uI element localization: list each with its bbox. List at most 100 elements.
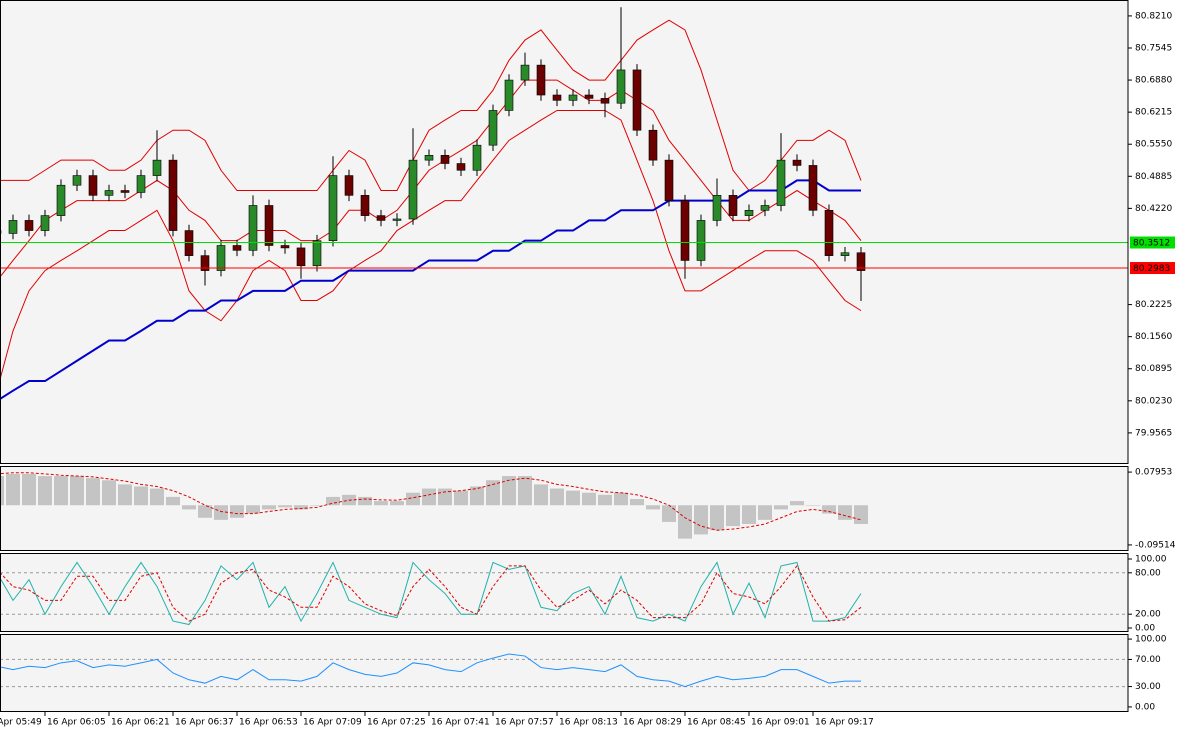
histogram-bar xyxy=(38,476,52,506)
x-tick-label: 16 Apr 06:37 xyxy=(175,718,234,728)
x-tick-label: 16 Apr 06:05 xyxy=(47,718,106,728)
candle-body xyxy=(56,184,66,216)
candle-body xyxy=(472,144,482,171)
candle-body xyxy=(568,94,578,101)
histogram-bar xyxy=(758,505,772,520)
panel-background xyxy=(0,0,1128,464)
candle-body xyxy=(328,175,338,241)
price-level-label: 80.2983 xyxy=(1133,264,1170,274)
histogram-bar xyxy=(134,486,148,506)
y-tick-label: 80.4885 xyxy=(1135,172,1172,182)
histogram-bar xyxy=(774,505,788,510)
candle-body xyxy=(152,159,162,176)
candle-body xyxy=(120,190,130,193)
histogram-bar xyxy=(710,505,724,531)
histogram-bar xyxy=(166,496,180,506)
histogram-bar xyxy=(310,505,324,506)
histogram-bar xyxy=(646,505,660,510)
candle-body xyxy=(40,215,50,231)
y-tick-label: 80.00 xyxy=(1135,568,1161,578)
y-tick-label: 80.0895 xyxy=(1135,364,1172,374)
histogram-bar xyxy=(598,494,612,506)
bollinger-band xyxy=(0,19,862,192)
histogram-bar xyxy=(0,476,4,506)
candle-body xyxy=(296,247,306,267)
y-tick-label: 80.4220 xyxy=(1135,204,1172,214)
histogram-bar xyxy=(518,476,532,506)
x-tick-label: 16 Apr 06:53 xyxy=(239,718,298,728)
histogram-bar xyxy=(854,505,868,525)
histogram-bar xyxy=(566,490,580,506)
y-tick-label: 79.9565 xyxy=(1135,428,1172,438)
histogram-bar xyxy=(86,478,100,506)
candle-body xyxy=(24,220,34,231)
candle-body xyxy=(744,209,754,216)
histogram-bar xyxy=(22,473,36,506)
candle-body xyxy=(248,205,258,251)
histogram-bar xyxy=(246,505,260,514)
indicator-line xyxy=(0,653,861,688)
histogram-bar xyxy=(150,488,164,506)
histogram-bar xyxy=(390,501,404,506)
histogram-bar xyxy=(486,480,500,506)
candle-body xyxy=(200,255,210,271)
histogram-bar xyxy=(822,505,836,514)
x-tick-label: 16 Apr 05:49 xyxy=(0,718,42,728)
histogram-bar xyxy=(326,496,340,506)
histogram-bar xyxy=(790,501,804,506)
histogram-bar xyxy=(438,488,452,506)
candle-body xyxy=(72,175,82,186)
candle-body xyxy=(728,195,738,216)
histogram-bar xyxy=(214,505,228,520)
panels xyxy=(0,0,1128,712)
candle-body xyxy=(264,205,274,246)
histogram-bar xyxy=(262,505,276,510)
histogram-bar xyxy=(662,505,676,522)
candle-body xyxy=(456,163,466,171)
candle-body xyxy=(408,159,418,220)
candle-body xyxy=(760,205,770,211)
histogram-bar xyxy=(838,505,852,520)
histogram-bar xyxy=(550,488,564,506)
price-level-box xyxy=(1130,236,1175,249)
plots xyxy=(0,7,1128,688)
candle-body xyxy=(808,165,818,211)
y-tick-label: 80.6215 xyxy=(1135,108,1172,118)
candle-body xyxy=(664,159,674,201)
histogram-bar xyxy=(278,505,292,508)
candle-body xyxy=(136,175,146,193)
candle-body xyxy=(584,94,594,99)
candle-body xyxy=(552,94,562,101)
histogram-bar xyxy=(358,496,372,506)
x-tick-label: 16 Apr 09:17 xyxy=(815,718,874,728)
histogram-bar xyxy=(742,505,756,525)
x-tick-label: 16 Apr 09:01 xyxy=(751,718,810,728)
y-tick-label: 80.7545 xyxy=(1135,43,1172,53)
candle-body xyxy=(88,175,98,196)
histogram-bar xyxy=(54,476,68,506)
candle-body xyxy=(680,200,690,261)
histogram-bar xyxy=(182,505,196,510)
panel-background xyxy=(0,553,1128,632)
x-tick-label: 16 Apr 08:29 xyxy=(623,718,682,728)
y-tick-label: 20.00 xyxy=(1135,610,1161,620)
x-tick-label: 16 Apr 08:45 xyxy=(687,718,746,728)
indicator-line xyxy=(0,561,862,626)
y-tick-label: -0.09514 xyxy=(1135,540,1176,550)
x-tick-label: 16 Apr 07:09 xyxy=(303,718,362,728)
candle-body xyxy=(424,155,434,161)
histogram-bar xyxy=(454,490,468,506)
histogram-bar xyxy=(118,484,132,506)
candle-body xyxy=(712,195,722,221)
candle-body xyxy=(8,220,18,234)
candle-body xyxy=(440,155,450,164)
y-tick-label: 0.00 xyxy=(1135,702,1155,712)
candle-body xyxy=(824,209,834,256)
candle-body xyxy=(312,240,322,267)
candle-body xyxy=(376,215,386,221)
panel-frame xyxy=(0,553,1129,632)
y-tick-label: 80.2225 xyxy=(1135,300,1172,310)
histogram-bar xyxy=(694,505,708,535)
